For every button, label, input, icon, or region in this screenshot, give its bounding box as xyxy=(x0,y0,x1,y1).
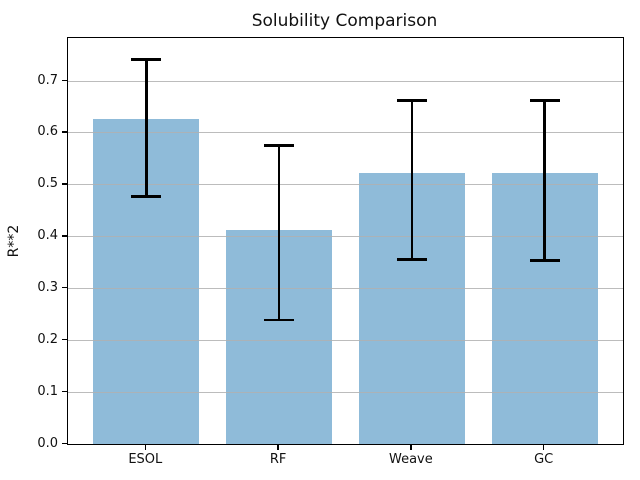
error-bar-stem xyxy=(410,100,414,260)
y-tick-mark xyxy=(62,286,67,289)
y-tick-mark xyxy=(62,131,67,133)
error-bar-stem xyxy=(145,59,148,197)
y-tick-mark xyxy=(62,79,67,82)
y-tick-label: 0.2 xyxy=(37,331,58,347)
x-tick-mark xyxy=(144,444,147,450)
error-bar-cap xyxy=(529,98,560,102)
x-tick-mark xyxy=(277,444,279,450)
y-tick-mark xyxy=(62,183,67,185)
gridline xyxy=(68,287,623,289)
x-tick-mark xyxy=(410,444,412,450)
x-tick-label-esol: ESOL xyxy=(128,452,163,467)
x-tick-label-weave: Weave xyxy=(389,452,433,467)
gridline xyxy=(68,132,623,134)
y-tick-mark xyxy=(62,390,67,393)
x-tick-label-rf: RF xyxy=(269,452,287,467)
y-tick-label: 0.7 xyxy=(37,72,58,88)
x-tick-mark xyxy=(542,444,545,450)
gridline xyxy=(68,339,623,341)
error-bar-cap xyxy=(264,318,295,322)
error-bar-cap xyxy=(264,144,295,148)
y-tick-mark xyxy=(62,338,67,341)
error-bar-cap xyxy=(396,258,427,261)
plot-area xyxy=(67,37,624,445)
gridline xyxy=(68,236,623,238)
y-tick-label: 0.4 xyxy=(37,228,58,244)
chart-title: Solubility Comparison xyxy=(251,11,438,31)
error-bar-cap xyxy=(131,58,162,62)
y-tick-label: 0.5 xyxy=(37,176,58,192)
error-bar-stem xyxy=(277,145,281,321)
y-tick-label: 0.6 xyxy=(37,124,58,140)
y-tick-mark xyxy=(62,442,67,444)
gridline xyxy=(68,184,623,186)
y-tick-mark xyxy=(62,235,67,237)
gridline xyxy=(68,391,623,393)
error-bar-stem xyxy=(543,100,546,261)
y-tick-label: 0.1 xyxy=(37,383,58,399)
gridline xyxy=(68,80,623,82)
error-bar-cap xyxy=(396,98,427,102)
y-tick-label: 0.3 xyxy=(37,279,58,295)
x-tick-label-gc: GC xyxy=(534,452,554,467)
error-bar-cap xyxy=(131,194,162,198)
y-tick-label: 0.0 xyxy=(37,435,58,451)
error-bar-cap xyxy=(529,259,560,262)
